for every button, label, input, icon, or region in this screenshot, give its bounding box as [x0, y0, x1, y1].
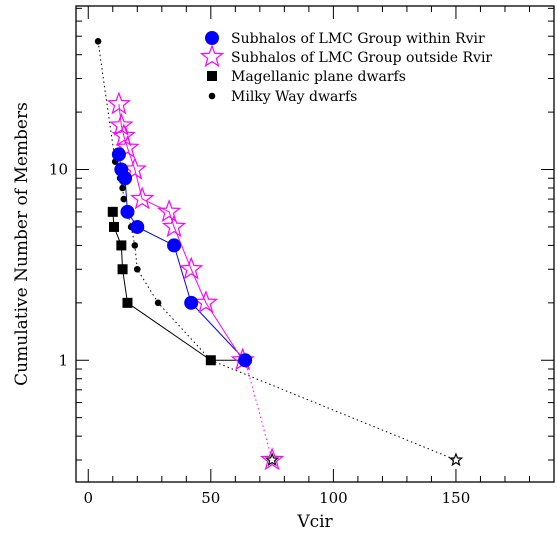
- data-point-s0-2: [118, 171, 133, 186]
- axis-ticks: [76, 6, 554, 482]
- legend-symbol-0: [205, 31, 219, 45]
- data-point-s3-10: [154, 299, 162, 307]
- x-axis-label: Vcir: [296, 512, 333, 532]
- legend-symbol-1: [199, 44, 225, 68]
- data-point-s2-1: [108, 221, 119, 232]
- axis-tick-labels: 0 50 100 150 1 10: [49, 161, 470, 507]
- y-tick-label: 1: [58, 351, 68, 369]
- legend-marker-within-rvir: [205, 31, 219, 45]
- data-point-s2-0: [107, 206, 118, 217]
- data-point-s1-2: [111, 123, 136, 147]
- data-point-s0-3: [120, 204, 135, 219]
- data-point-s2-2: [116, 240, 127, 251]
- legend-marker-outside-rvir: [199, 44, 225, 68]
- data-point-s0-7: [238, 353, 253, 368]
- legend-label-milky-way: Milky Way dwarfs: [231, 89, 357, 105]
- series-line-1: [118, 104, 244, 361]
- data-point-s1-9: [193, 290, 219, 314]
- x-tick-label: 150: [442, 489, 471, 507]
- x-tick-label: 100: [319, 489, 348, 507]
- data-point-s1-0: [106, 91, 132, 115]
- legend-label-within-rvir: Subhalos of LMC Group within Rvir: [231, 31, 485, 47]
- data-point-s3-8: [131, 242, 139, 249]
- data-point-extra-0: [259, 447, 285, 471]
- legend-symbol-3: [208, 92, 216, 100]
- connector-line-0: [244, 360, 273, 461]
- legend-marker-magellanic-plane: [207, 71, 217, 81]
- data-point-s1-8: [179, 256, 204, 280]
- data-point-s1-7: [161, 214, 187, 238]
- legend: Subhalos of LMC Group within Rvir Subhal…: [199, 31, 492, 105]
- data-point-s0-0: [111, 147, 126, 162]
- data-point-s3-4: [119, 184, 126, 192]
- y-tick-label: 10: [49, 161, 68, 179]
- x-tick-label: 50: [201, 489, 220, 507]
- data-point-s2-4: [122, 297, 133, 308]
- data-point-s1-5: [130, 186, 155, 210]
- data-point-extra-2: [448, 452, 464, 467]
- legend-label-outside-rvir: Subhalos of LMC Group outside Rvir: [231, 50, 492, 66]
- axes: 0 50 100 150 1 10: [49, 5, 555, 507]
- data-point-s0-5: [167, 238, 182, 253]
- data-point-s3-5: [120, 195, 128, 203]
- x-tick-label: 0: [83, 489, 93, 507]
- y-axis-label: Cumulative Number of Members: [12, 102, 32, 386]
- data-point-s0-6: [184, 295, 199, 310]
- data-point-s3-0: [94, 38, 102, 45]
- data-point-s1-6: [157, 199, 182, 223]
- data-point-s2-3: [117, 264, 128, 275]
- plot-frame: [75, 5, 555, 483]
- legend-symbol-2: [207, 71, 217, 81]
- legend-marker-milky-way: [208, 92, 216, 100]
- data-point-extra-1: [264, 452, 280, 467]
- data-point-s2-5: [205, 355, 216, 366]
- plot-markers: [94, 38, 464, 471]
- data-point-s3-9: [133, 265, 141, 273]
- data-point-s0-4: [130, 219, 145, 234]
- data-point-s1-3: [115, 135, 140, 159]
- connector-line-1: [210, 359, 457, 461]
- legend-label-magellanic-plane: Magellanic plane dwarfs: [231, 69, 406, 85]
